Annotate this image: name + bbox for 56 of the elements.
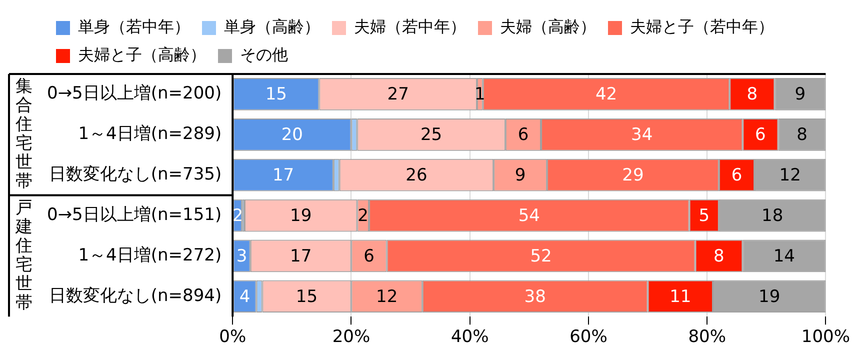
data-label: 8 xyxy=(714,246,724,266)
legend-label: 単身（若中年） xyxy=(78,17,190,36)
data-label: 15 xyxy=(296,286,318,307)
data-label: 34 xyxy=(631,125,653,146)
data-label: 26 xyxy=(406,166,428,186)
data-label: 20 xyxy=(281,125,303,146)
data-label: 9 xyxy=(794,84,806,105)
legend-label: 夫婦と子（高齢） xyxy=(78,45,206,64)
data-label: 18 xyxy=(762,206,784,226)
x-tick-label: 100% xyxy=(801,327,850,348)
data-label: 6 xyxy=(518,125,529,146)
x-tick-label: 0% xyxy=(219,327,246,348)
x-tick-label: 40% xyxy=(450,327,489,348)
data-label: 27 xyxy=(387,84,409,105)
data-label: 12 xyxy=(376,286,398,307)
y-tick-label: 1～4日増(n=272) xyxy=(78,245,222,266)
data-label: 11 xyxy=(670,286,692,307)
data-label: 5 xyxy=(698,206,710,226)
y-tick-label: 日数変化なし(n=735) xyxy=(48,164,222,185)
data-label: 6 xyxy=(755,125,766,146)
x-tick-label: 60% xyxy=(570,327,608,348)
legend-label: 夫婦と子（若中年） xyxy=(630,17,774,36)
data-label: 17 xyxy=(272,166,294,186)
text: 集合住宅世帯 xyxy=(14,76,32,192)
data-label: 25 xyxy=(420,125,442,146)
text: 戸建住宅世帯 xyxy=(14,198,32,313)
data-label: 6 xyxy=(731,166,742,186)
data-label: 14 xyxy=(773,246,796,266)
legend-label: 夫婦（高齢） xyxy=(500,17,596,36)
data-label: 9 xyxy=(514,166,526,186)
y-tick-label: 0→5日以上増(n=200) xyxy=(47,84,222,104)
data-label: 15 xyxy=(265,84,287,105)
y-tick-label: 日数変化なし(n=894) xyxy=(48,286,222,306)
data-label: 17 xyxy=(290,246,312,266)
data-label: 2 xyxy=(358,206,368,226)
data-label: 8 xyxy=(796,125,808,146)
data-label: 12 xyxy=(779,166,801,186)
legend-label: 単身（高齢） xyxy=(224,17,320,36)
data-label: 52 xyxy=(530,246,552,266)
data-label: 1 xyxy=(474,84,486,105)
legend-label: その他 xyxy=(240,45,288,64)
legend-label: 夫婦（若中年） xyxy=(354,17,466,36)
x-tick-label: 80% xyxy=(688,327,726,348)
data-label: 3 xyxy=(236,246,248,266)
data-label: 19 xyxy=(290,206,312,226)
data-label: 6 xyxy=(364,246,374,266)
y-tick-label: 0→5日以上増(n=151) xyxy=(47,204,222,225)
data-label: 54 xyxy=(518,206,540,226)
data-label: 19 xyxy=(758,286,780,307)
y-tick-label: 1～4日増(n=289) xyxy=(78,124,222,144)
data-label: 42 xyxy=(595,84,618,105)
x-tick-label: 20% xyxy=(332,327,370,348)
data-label: 4 xyxy=(239,286,250,307)
data-label: 38 xyxy=(524,286,546,307)
data-label: 8 xyxy=(746,84,758,105)
data-label: 29 xyxy=(622,166,644,186)
